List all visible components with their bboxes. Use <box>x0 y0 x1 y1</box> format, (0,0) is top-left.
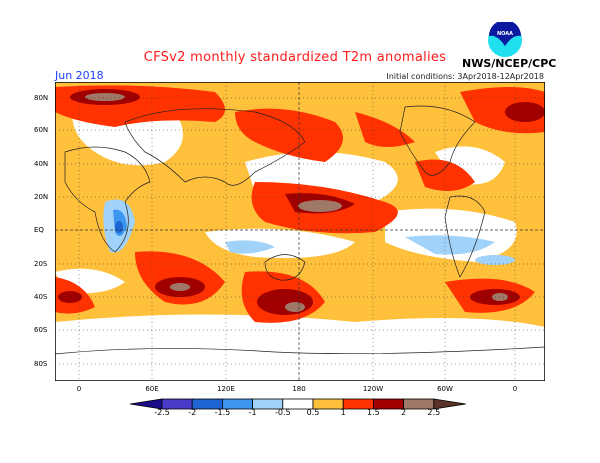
graticule <box>55 82 545 381</box>
lat-label: 20S <box>34 260 48 268</box>
colorbar-swatch <box>433 398 466 410</box>
colorbar-label: -2 <box>188 408 197 417</box>
lon-label: 0 <box>76 385 82 393</box>
lon-label: 60W <box>437 385 453 393</box>
lon-label: 60E <box>145 385 159 393</box>
lat-label: 60N <box>34 126 49 134</box>
lat-label: 40N <box>34 160 49 168</box>
lat-label: 60S <box>34 326 48 334</box>
colorbar-label: 1.5 <box>367 408 380 417</box>
colorbar-label: -1 <box>248 408 257 417</box>
svg-text:NOAA: NOAA <box>497 31 513 37</box>
lat-label: EQ <box>34 226 44 234</box>
initial-conditions: Initial conditions: 3Apr2018-12Apr2018 <box>386 72 544 81</box>
equator-dateline <box>55 82 545 381</box>
colorbar-label: 2.5 <box>427 408 441 417</box>
coastlines <box>55 105 545 355</box>
colorbar-label: 1 <box>340 408 346 417</box>
anomaly-map <box>55 82 545 381</box>
lat-label: 80N <box>34 94 49 102</box>
lat-label: 20N <box>34 193 49 201</box>
colorbar-label: -1.5 <box>214 408 231 417</box>
lon-label: 0 <box>512 385 518 393</box>
organization-label: NWS/NCEP/CPC <box>462 57 557 70</box>
forecast-month: Jun 2018 <box>55 69 104 82</box>
noaa-logo-icon: NOAA <box>488 22 522 57</box>
lat-label: 40S <box>34 293 48 301</box>
lon-label: 120E <box>217 385 235 393</box>
colorbar <box>130 398 466 410</box>
lon-label: 120W <box>362 385 384 393</box>
colorbar-label: 2 <box>401 408 407 417</box>
lon-label: 180 <box>292 385 306 393</box>
lat-label: 80S <box>34 360 48 368</box>
colorbar-label: 0.5 <box>306 408 320 417</box>
map-title: CFSv2 monthly standardized T2m anomalies <box>143 50 447 65</box>
colorbar-label: -2.5 <box>154 408 170 417</box>
colorbar-label: -0.5 <box>274 408 291 417</box>
